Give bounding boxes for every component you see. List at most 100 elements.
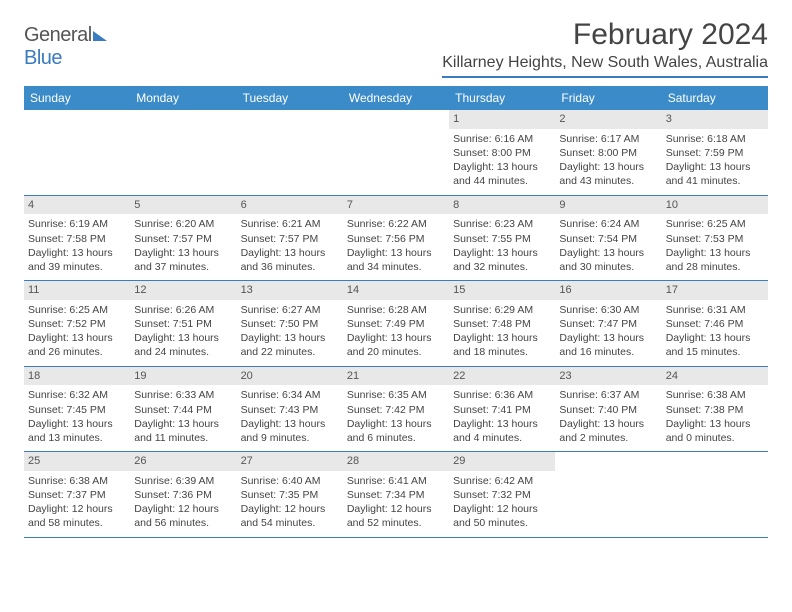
day-cell: 17Sunrise: 6:31 AMSunset: 7:46 PMDayligh… <box>662 281 768 366</box>
sunrise-line: Sunrise: 6:26 AM <box>134 303 232 317</box>
sunrise-line: Sunrise: 6:38 AM <box>28 474 126 488</box>
day-cell: 16Sunrise: 6:30 AMSunset: 7:47 PMDayligh… <box>555 281 661 366</box>
empty-cell <box>343 110 449 195</box>
day-number: 17 <box>662 281 768 300</box>
day-number: 13 <box>237 281 343 300</box>
daylight-line: Daylight: 13 hours and 24 minutes. <box>134 331 232 359</box>
dow-friday: Friday <box>555 86 661 110</box>
empty-cell <box>237 110 343 195</box>
empty-cell <box>555 452 661 537</box>
logo-text: General Blue <box>24 24 107 70</box>
sunset-line: Sunset: 7:51 PM <box>134 317 232 331</box>
sunset-line: Sunset: 8:00 PM <box>559 146 657 160</box>
sunset-line: Sunset: 7:38 PM <box>666 403 764 417</box>
sunset-line: Sunset: 7:57 PM <box>241 232 339 246</box>
day-number: 8 <box>449 196 555 215</box>
day-number: 24 <box>662 367 768 386</box>
day-cell: 12Sunrise: 6:26 AMSunset: 7:51 PMDayligh… <box>130 281 236 366</box>
empty-cell <box>662 452 768 537</box>
sunset-line: Sunset: 7:58 PM <box>28 232 126 246</box>
daylight-line: Daylight: 13 hours and 28 minutes. <box>666 246 764 274</box>
day-number: 26 <box>130 452 236 471</box>
day-cell: 18Sunrise: 6:32 AMSunset: 7:45 PMDayligh… <box>24 367 130 452</box>
sunrise-line: Sunrise: 6:24 AM <box>559 217 657 231</box>
day-number: 2 <box>555 110 661 129</box>
sunrise-line: Sunrise: 6:28 AM <box>347 303 445 317</box>
daylight-line: Daylight: 13 hours and 16 minutes. <box>559 331 657 359</box>
day-cell: 20Sunrise: 6:34 AMSunset: 7:43 PMDayligh… <box>237 367 343 452</box>
sunrise-line: Sunrise: 6:19 AM <box>28 217 126 231</box>
day-cell: 22Sunrise: 6:36 AMSunset: 7:41 PMDayligh… <box>449 367 555 452</box>
daylight-line: Daylight: 13 hours and 18 minutes. <box>453 331 551 359</box>
day-cell: 7Sunrise: 6:22 AMSunset: 7:56 PMDaylight… <box>343 196 449 281</box>
sunrise-line: Sunrise: 6:33 AM <box>134 388 232 402</box>
day-number: 16 <box>555 281 661 300</box>
sunset-line: Sunset: 7:54 PM <box>559 232 657 246</box>
daylight-line: Daylight: 13 hours and 11 minutes. <box>134 417 232 445</box>
sunrise-line: Sunrise: 6:17 AM <box>559 132 657 146</box>
sunrise-line: Sunrise: 6:23 AM <box>453 217 551 231</box>
sunset-line: Sunset: 7:35 PM <box>241 488 339 502</box>
dow-row: SundayMondayTuesdayWednesdayThursdayFrid… <box>24 86 768 110</box>
day-number: 22 <box>449 367 555 386</box>
daylight-line: Daylight: 12 hours and 50 minutes. <box>453 502 551 530</box>
sunset-line: Sunset: 7:49 PM <box>347 317 445 331</box>
week-row: 25Sunrise: 6:38 AMSunset: 7:37 PMDayligh… <box>24 452 768 538</box>
sunrise-line: Sunrise: 6:37 AM <box>559 388 657 402</box>
sunrise-line: Sunrise: 6:31 AM <box>666 303 764 317</box>
day-cell: 2Sunrise: 6:17 AMSunset: 8:00 PMDaylight… <box>555 110 661 195</box>
daylight-line: Daylight: 13 hours and 15 minutes. <box>666 331 764 359</box>
sunset-line: Sunset: 7:45 PM <box>28 403 126 417</box>
daylight-line: Daylight: 13 hours and 6 minutes. <box>347 417 445 445</box>
day-number: 19 <box>130 367 236 386</box>
daylight-line: Daylight: 13 hours and 26 minutes. <box>28 331 126 359</box>
day-cell: 23Sunrise: 6:37 AMSunset: 7:40 PMDayligh… <box>555 367 661 452</box>
dow-thursday: Thursday <box>449 86 555 110</box>
daylight-line: Daylight: 12 hours and 54 minutes. <box>241 502 339 530</box>
sunrise-line: Sunrise: 6:27 AM <box>241 303 339 317</box>
day-cell: 9Sunrise: 6:24 AMSunset: 7:54 PMDaylight… <box>555 196 661 281</box>
sunset-line: Sunset: 7:43 PM <box>241 403 339 417</box>
day-number: 11 <box>24 281 130 300</box>
logo-text-2: Blue <box>24 47 62 69</box>
sunset-line: Sunset: 7:36 PM <box>134 488 232 502</box>
sunrise-line: Sunrise: 6:39 AM <box>134 474 232 488</box>
sunrise-line: Sunrise: 6:41 AM <box>347 474 445 488</box>
day-cell: 29Sunrise: 6:42 AMSunset: 7:32 PMDayligh… <box>449 452 555 537</box>
day-number: 9 <box>555 196 661 215</box>
sunrise-line: Sunrise: 6:16 AM <box>453 132 551 146</box>
sunrise-line: Sunrise: 6:30 AM <box>559 303 657 317</box>
daylight-line: Daylight: 13 hours and 41 minutes. <box>666 160 764 188</box>
sunset-line: Sunset: 7:59 PM <box>666 146 764 160</box>
day-number: 4 <box>24 196 130 215</box>
sunset-line: Sunset: 7:41 PM <box>453 403 551 417</box>
daylight-line: Daylight: 12 hours and 56 minutes. <box>134 502 232 530</box>
day-number: 1 <box>449 110 555 129</box>
calendar-page: General Blue February 2024 Killarney Hei… <box>0 0 792 538</box>
empty-cell <box>24 110 130 195</box>
sunset-line: Sunset: 7:50 PM <box>241 317 339 331</box>
calendar-grid: SundayMondayTuesdayWednesdayThursdayFrid… <box>24 86 768 538</box>
sunrise-line: Sunrise: 6:35 AM <box>347 388 445 402</box>
week-row: 4Sunrise: 6:19 AMSunset: 7:58 PMDaylight… <box>24 196 768 282</box>
week-row: 11Sunrise: 6:25 AMSunset: 7:52 PMDayligh… <box>24 281 768 367</box>
daylight-line: Daylight: 13 hours and 20 minutes. <box>347 331 445 359</box>
daylight-line: Daylight: 13 hours and 2 minutes. <box>559 417 657 445</box>
daylight-line: Daylight: 13 hours and 0 minutes. <box>666 417 764 445</box>
sunrise-line: Sunrise: 6:25 AM <box>28 303 126 317</box>
week-row: 18Sunrise: 6:32 AMSunset: 7:45 PMDayligh… <box>24 367 768 453</box>
dow-tuesday: Tuesday <box>237 86 343 110</box>
sunrise-line: Sunrise: 6:36 AM <box>453 388 551 402</box>
day-cell: 26 Sunrise: 6:39 AMSunset: 7:36 PMDayligh… <box>130 452 236 537</box>
logo: General Blue <box>24 18 107 70</box>
title-block: February 2024 Killarney Heights, New Sou… <box>442 18 768 78</box>
day-number: 18 <box>24 367 130 386</box>
dow-monday: Monday <box>130 86 236 110</box>
daylight-line: Daylight: 13 hours and 39 minutes. <box>28 246 126 274</box>
location-line: Killarney Heights, New South Wales, Aust… <box>442 54 768 72</box>
day-cell: 13Sunrise: 6:27 AMSunset: 7:50 PMDayligh… <box>237 281 343 366</box>
day-number: 10 <box>662 196 768 215</box>
day-number: 28 <box>343 452 449 471</box>
day-number: 5 <box>130 196 236 215</box>
sunset-line: Sunset: 7:32 PM <box>453 488 551 502</box>
